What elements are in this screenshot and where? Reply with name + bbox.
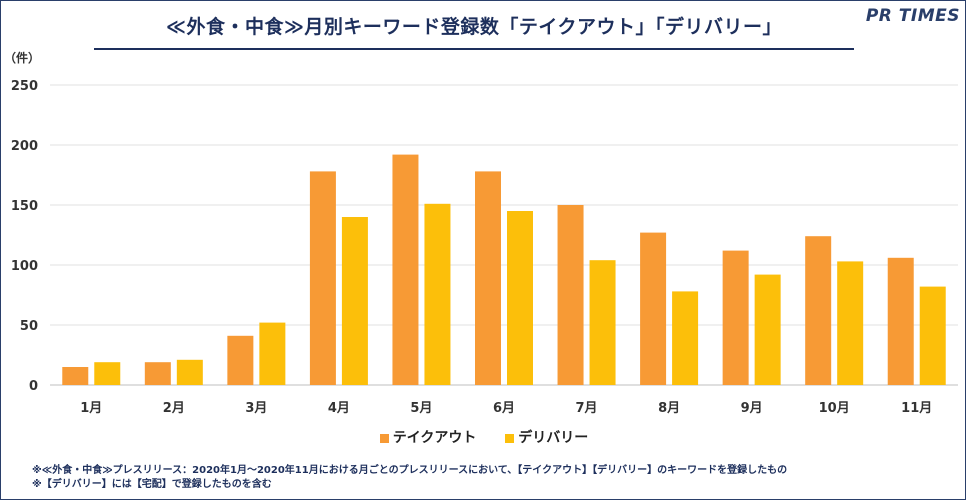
footnotes: ※≪外食・中食≫プレスリリース：2020年1月〜2020年11月における月ごとの…	[32, 464, 787, 492]
bar-takeout	[62, 367, 89, 385]
x-tick-label: 2月	[163, 401, 185, 416]
legend-label-takeout: テイクアウト	[392, 430, 477, 446]
legend-swatch-takeout	[379, 433, 389, 443]
bar-delivery	[589, 260, 616, 385]
bar-delivery	[672, 291, 699, 385]
bar-delivery	[94, 362, 121, 385]
legend-item-delivery: デリバリー	[505, 427, 588, 447]
legend: テイクアウト デリバリー	[0, 427, 968, 447]
bar-takeout	[475, 171, 501, 385]
bar-takeout	[309, 171, 336, 385]
y-tick-label: 50	[20, 319, 38, 334]
bar-takeout	[392, 154, 419, 385]
y-tick-label: 0	[29, 379, 38, 394]
x-tick-label: 6月	[493, 401, 515, 416]
bar-takeout	[640, 232, 667, 385]
x-tick-label: 8月	[658, 401, 680, 416]
y-tick-label: 200	[11, 139, 38, 154]
x-tick-label: 7月	[576, 401, 598, 416]
x-axis-ticks: 1月 2月 3月 4月 5月 6月 7月 8月 9月 10月 11月	[80, 401, 932, 416]
x-tick-label: 5月	[410, 401, 432, 416]
bar-delivery	[259, 322, 286, 385]
bar-delivery	[507, 211, 533, 385]
title-underline	[94, 48, 854, 50]
bars	[62, 154, 946, 385]
x-tick-label: 11月	[901, 401, 932, 416]
bar-delivery	[341, 217, 368, 385]
chart-title: ≪外食・中食≫月別キーワード登録数「テイクアウト」「デリバリー」	[166, 16, 782, 38]
bar-delivery	[424, 203, 451, 385]
footnote-1: ※≪外食・中食≫プレスリリース：2020年1月〜2020年11月における月ごとの…	[32, 465, 788, 476]
y-tick-label: 100	[11, 259, 38, 274]
y-axis-ticks: 0 50 100 150 200 250	[11, 79, 38, 394]
x-tick-label: 9月	[741, 401, 763, 416]
bar-delivery	[176, 359, 203, 385]
bar-takeout	[722, 250, 749, 385]
y-unit-label: （件）	[4, 50, 40, 65]
brand-logo: PR TIMES	[865, 6, 960, 26]
bar-takeout	[805, 236, 832, 385]
bar-takeout	[557, 205, 584, 385]
x-tick-label: 3月	[245, 401, 267, 416]
bar-takeout	[887, 257, 914, 385]
x-tick-label: 4月	[328, 401, 350, 416]
y-tick-label: 250	[11, 79, 38, 94]
bar-delivery	[837, 261, 864, 385]
bar-delivery	[754, 274, 781, 385]
legend-item-takeout: テイクアウト	[379, 427, 477, 447]
y-tick-label: 150	[11, 199, 38, 214]
bar-chart: （件） 0 50 100 150 200 250 1月 2月 3月 4月 5月 6月 7月 8月 9月 10…	[4, 50, 958, 416]
x-tick-label: 1月	[80, 401, 102, 416]
x-tick-label: 10月	[819, 401, 850, 416]
bar-takeout	[144, 362, 171, 385]
footnote-2: ※【デリバリー】には【宅配】で登録したものを含む	[32, 479, 272, 490]
legend-swatch-delivery	[505, 433, 515, 443]
legend-label-delivery: デリバリー	[518, 430, 589, 446]
bar-delivery	[919, 286, 946, 385]
bar-takeout	[227, 335, 254, 385]
